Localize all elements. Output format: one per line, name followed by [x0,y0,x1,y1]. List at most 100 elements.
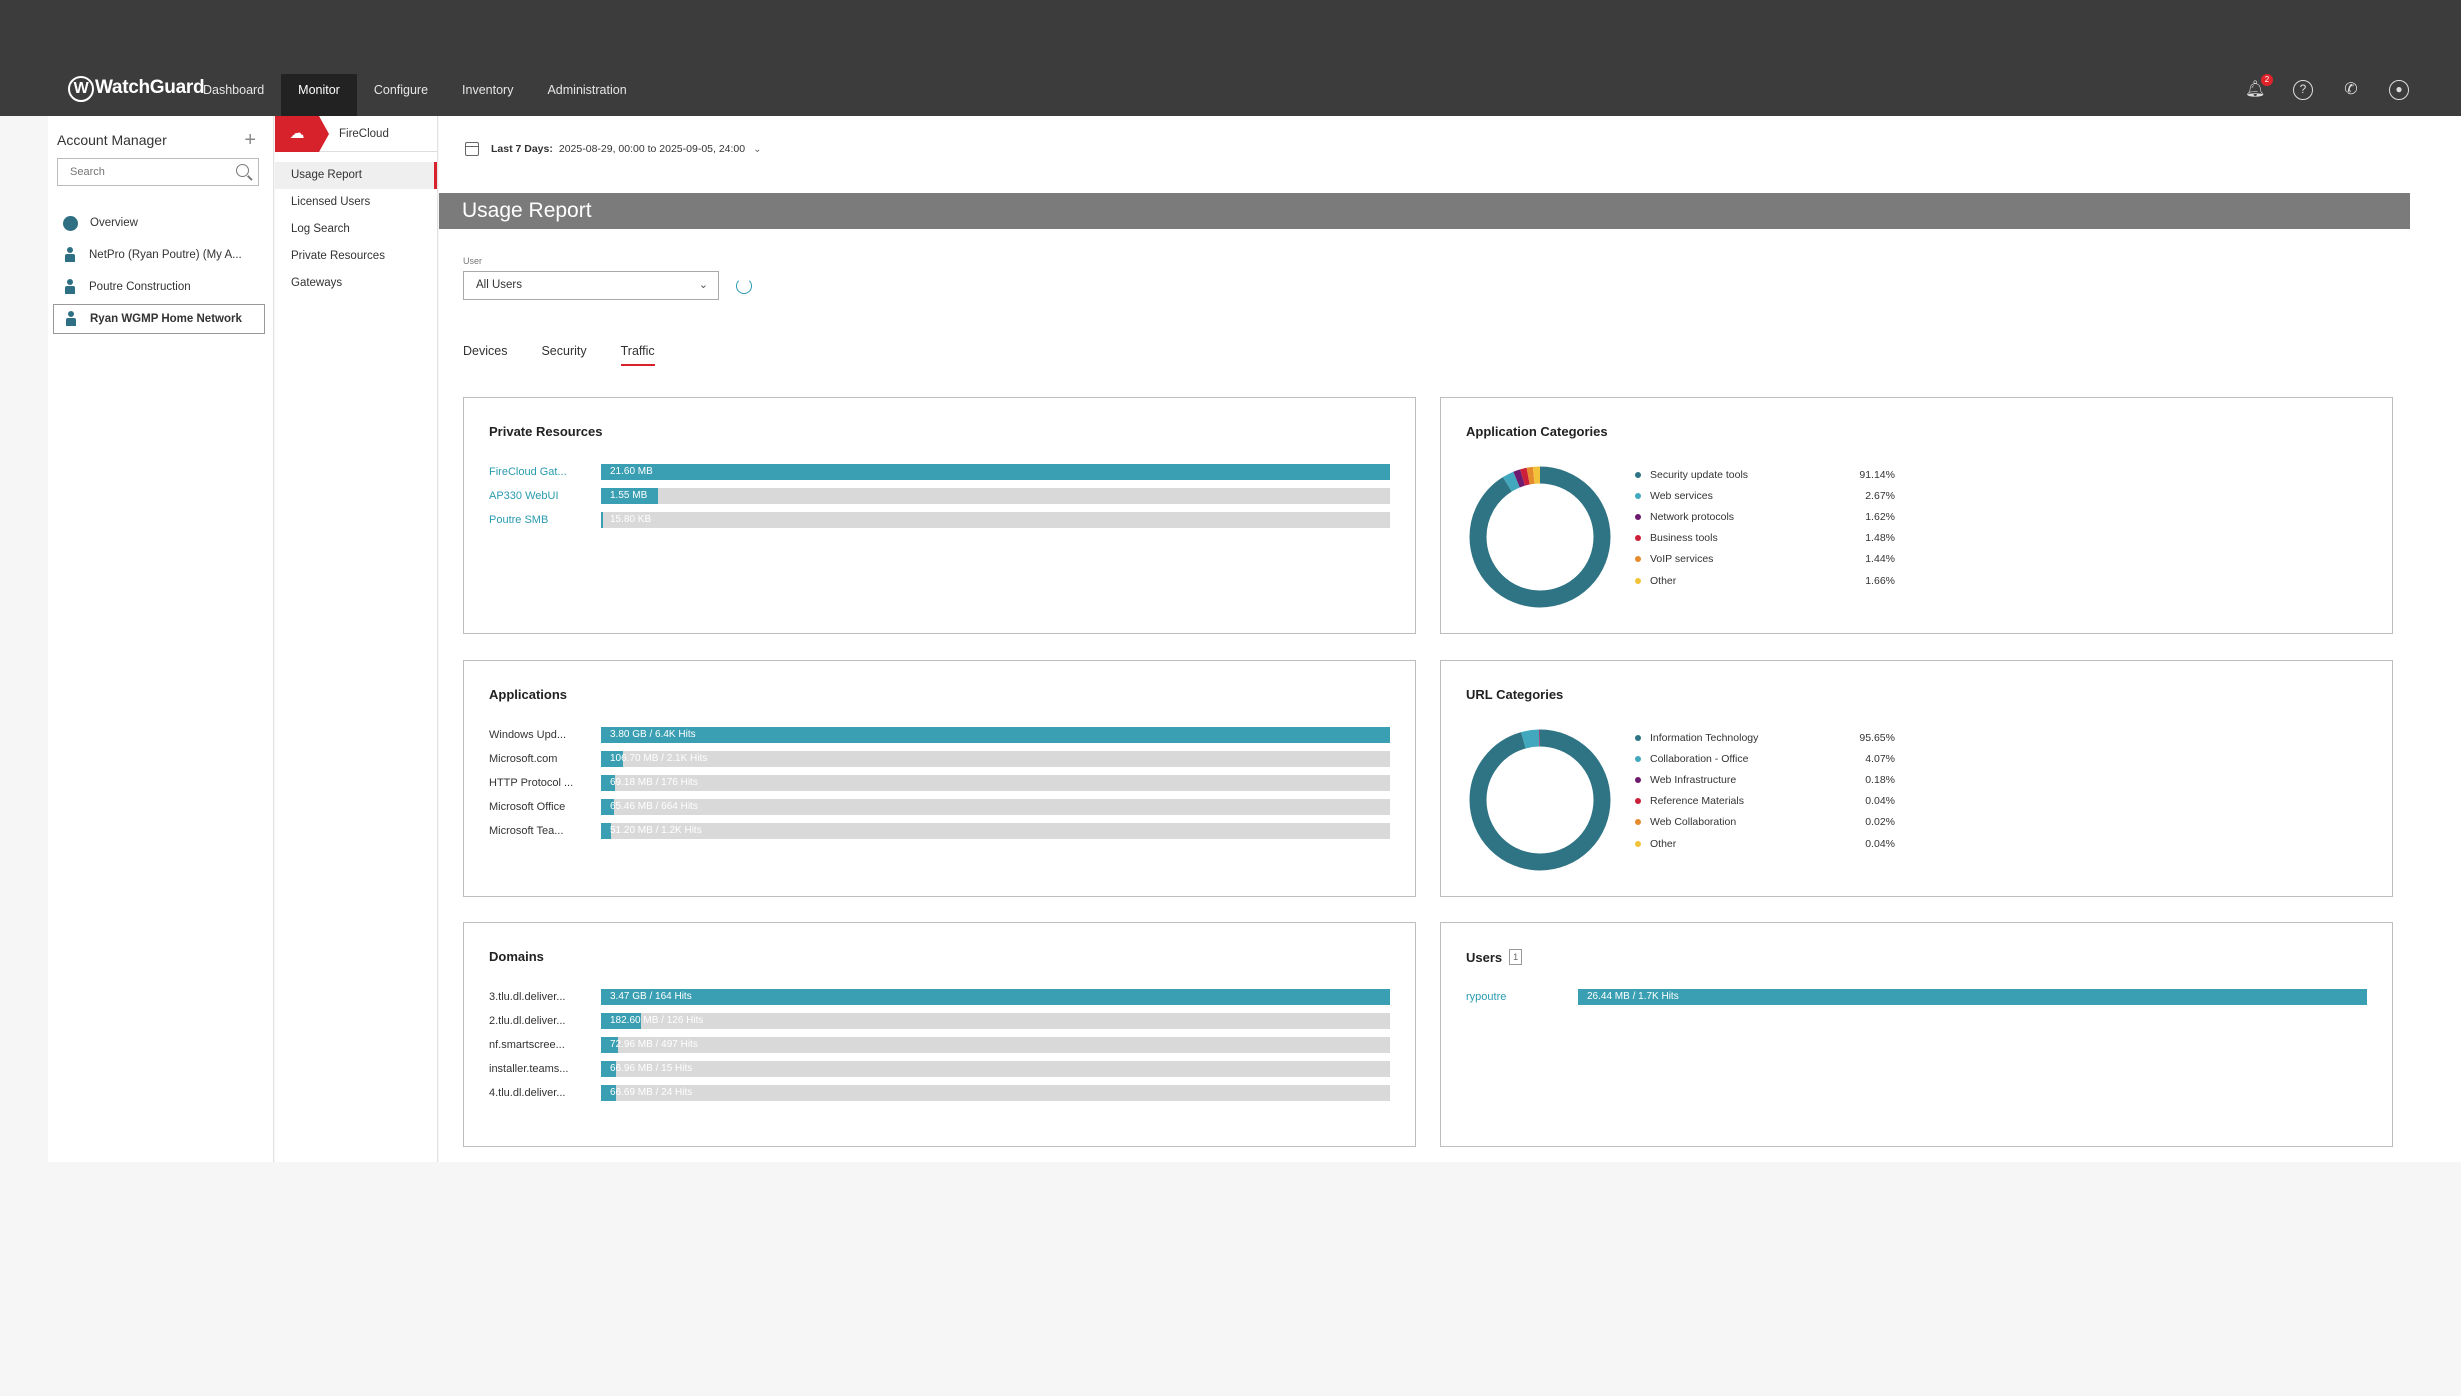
calendar-icon [465,142,479,156]
bar-row[interactable]: 2.tlu.dl.deliver... 182.60 MB / 126 Hits [489,1013,1390,1029]
user-account-icon[interactable]: ● [2389,80,2409,100]
date-range-picker[interactable]: Last 7 Days: 2025-08-29, 00:00 to 2025-0… [465,142,762,156]
legend-label: VoIP services [1650,553,1714,566]
nav-configure[interactable]: Configure [373,83,429,97]
legend-item[interactable]: VoIP services 1.44% [1635,549,1895,570]
account-item-ryan-wgmp[interactable]: Ryan WGMP Home Network [53,304,265,334]
account-item-label: Ryan WGMP Home Network [90,313,242,325]
tab-traffic[interactable]: Traffic [620,344,655,366]
card-title: URL Categories [1466,687,1564,702]
account-item-poutre-construction[interactable]: Poutre Construction [53,272,265,302]
legend-label: Information Technology [1650,731,1759,744]
legend-value: 2.67% [1865,489,1895,502]
nav-monitor[interactable]: Monitor [281,74,357,116]
bar-value-text: 26.44 MB / 1.7K Hits [1587,991,1679,1002]
bar-row[interactable]: Microsoft.com 106.70 MB / 2.1K Hits [489,751,1390,767]
bell-icon[interactable]: 🔔︎ 2 [2245,74,2273,100]
bar-label[interactable]: AP330 WebUI [489,490,559,502]
page-title: Usage Report [439,193,2410,229]
watchguard-logo[interactable]: W WatchGuard [68,76,205,102]
bar-row[interactable]: 3.tlu.dl.deliver... 3.47 GB / 164 Hits [489,989,1390,1005]
bar-row[interactable]: Microsoft Office 65.46 MB / 664 Hits [489,799,1390,815]
bar-row[interactable]: FireCloud Gat... 21.60 MB [489,464,1390,480]
subnav-licensed-users[interactable]: Licensed Users [291,196,371,208]
account-manager-title: Account Manager [57,132,167,148]
firecloud-subnav: ☁ FireCloud Usage Report Licensed Users … [275,115,438,1162]
legend-label: Other [1650,574,1677,587]
logo-text: WatchGuard [95,77,205,98]
subnav-private-resources[interactable]: Private Resources [291,250,385,262]
bar-label[interactable]: FireCloud Gat... [489,466,567,478]
users-card: Users 1 rypoutre 26.44 MB / 1.7K Hits [1440,922,2393,1147]
legend-value: 0.18% [1865,773,1895,786]
help-icon[interactable]: ? [2293,80,2313,100]
users-title-wrap: Users 1 [1466,949,1523,965]
nav-administration[interactable]: Administration [547,83,627,97]
bar-value-text: 106.70 MB / 2.1K Hits [610,753,708,764]
user-filter-value: All Users [476,279,523,291]
legend-item[interactable]: Web Collaboration 0.02% [1635,812,1895,833]
bar-track: 3.80 GB / 6.4K Hits [601,727,1390,743]
bar-row[interactable]: 4.tlu.dl.deliver... 66.69 MB / 24 Hits [489,1085,1390,1101]
legend-item[interactable]: Business tools 1.48% [1635,528,1895,549]
donut-slice[interactable] [1469,466,1611,608]
top-icons: 🔔︎ 2 ? ✆ ● [2245,74,2409,100]
nav-inventory[interactable]: Inventory [462,83,514,97]
legend-item[interactable]: Network protocols 1.62% [1635,506,1895,527]
donut-slice[interactable] [1469,729,1611,871]
tab-security[interactable]: Security [541,344,587,358]
bar-row[interactable]: installer.teams... 66.96 MB / 15 Hits [489,1061,1390,1077]
legend-item[interactable]: Security update tools 91.14% [1635,464,1895,485]
legend-value: 1.62% [1865,510,1895,523]
refresh-icon[interactable] [736,278,752,294]
bar-row[interactable]: Poutre SMB 15.80 KB [489,512,1390,528]
bar-fill [601,1061,616,1077]
account-item-netpro[interactable]: NetPro (Ryan Poutre) (My A... [53,240,265,270]
legend-label: Web services [1650,489,1713,502]
bar-fill [601,823,612,839]
search-icon[interactable] [236,164,249,177]
bar-label[interactable]: Poutre SMB [489,514,549,526]
bar-label: installer.teams... [489,1063,569,1075]
legend-label: Business tools [1650,532,1718,545]
bar-track: 106.70 MB / 2.1K Hits [601,751,1390,767]
legend-item[interactable]: Collaboration - Office 4.07% [1635,748,1895,769]
bar-label[interactable]: rypoutre [1466,991,1507,1003]
bar-fill [601,464,1390,480]
add-account-icon[interactable]: + [244,129,256,151]
bar-track: 72.96 MB / 497 Hits [601,1037,1390,1053]
site-icon [63,279,77,295]
legend-dot [1635,492,1641,499]
legend-item[interactable]: Web Infrastructure 0.18% [1635,769,1895,790]
report-tabs: Devices Security Traffic [463,344,655,366]
legend-dot [1635,798,1641,805]
bar-row[interactable]: Windows Upd... 3.80 GB / 6.4K Hits [489,727,1390,743]
legend-value: 0.04% [1865,837,1895,850]
subnav-usage-report[interactable]: Usage Report [275,162,437,189]
legend-item[interactable]: Other 0.04% [1635,833,1895,854]
bar-fill [601,1013,642,1029]
donut-slice[interactable] [1469,466,1611,608]
tab-devices[interactable]: Devices [463,344,508,358]
phone-icon[interactable]: ✆ [2344,81,2358,98]
legend-item[interactable]: Other 1.66% [1635,570,1895,591]
legend-item[interactable]: Information Technology 95.65% [1635,727,1895,748]
nav-dashboard[interactable]: Dashboard [203,83,265,97]
bar-value-text: 15.80 KB [610,514,652,525]
application-categories-donut [1469,466,1611,608]
user-filter-select[interactable]: All Users ⌄ [463,271,719,300]
bar-row[interactable]: AP330 WebUI 1.55 MB [489,488,1390,504]
account-search-input[interactable] [57,158,259,186]
legend-dot [1635,755,1641,762]
subnav-log-search[interactable]: Log Search [291,223,350,235]
bar-row[interactable]: HTTP Protocol ... 69.18 MB / 176 Hits [489,775,1390,791]
legend-item[interactable]: Web services 2.67% [1635,485,1895,506]
legend-item[interactable]: Reference Materials 0.04% [1635,791,1895,812]
bar-row[interactable]: nf.smartscree... 72.96 MB / 497 Hits [489,1037,1390,1053]
subnav-gateways[interactable]: Gateways [291,277,343,289]
bar-value-text: 72.96 MB / 497 Hits [610,1039,698,1050]
account-item-overview[interactable]: Overview [53,208,265,238]
bar-row[interactable]: Microsoft Tea... 51.20 MB / 1.2K Hits [489,823,1390,839]
bar-row[interactable]: rypoutre 26.44 MB / 1.7K Hits [1466,989,2367,1005]
legend-label: Other [1650,837,1677,850]
